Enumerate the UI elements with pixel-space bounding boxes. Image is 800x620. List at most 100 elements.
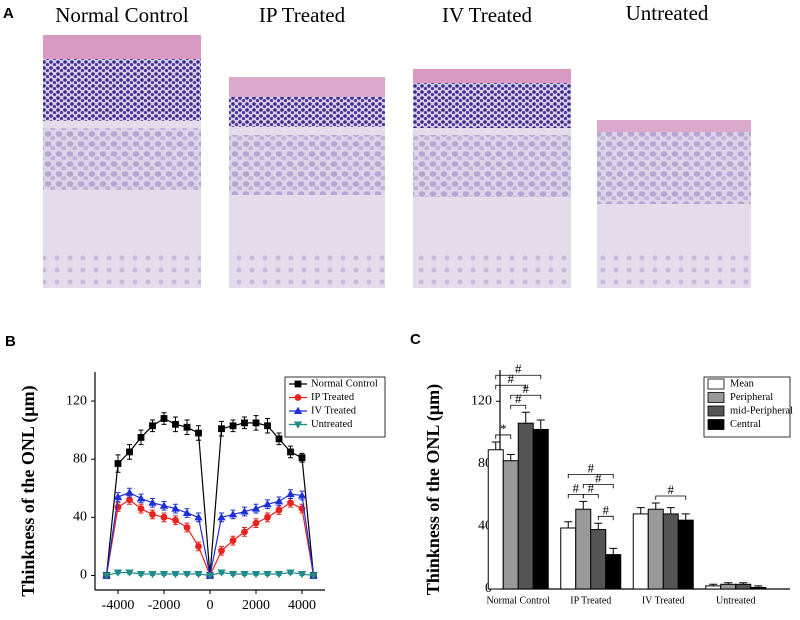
significance-label: #	[508, 371, 515, 386]
marker	[194, 571, 203, 579]
significance-label: #	[515, 361, 522, 376]
marker	[263, 500, 272, 508]
x-tick-label: -2000	[148, 598, 181, 613]
marker	[171, 504, 180, 512]
marker	[274, 497, 284, 505]
y-tick-label: 0	[80, 568, 87, 583]
marker	[195, 543, 202, 550]
image-title: Untreated	[626, 1, 709, 25]
y-axis-label: Thinkness of the ONL (μm)	[423, 384, 444, 595]
error-bar	[609, 547, 618, 555]
series-line	[105, 499, 315, 577]
legend-swatch	[707, 405, 725, 417]
y-tick-label: 80	[73, 451, 87, 466]
marker	[136, 571, 146, 579]
legend-label: Untreated	[311, 419, 353, 430]
marker	[113, 492, 123, 500]
x-tick-label: Untreated	[716, 595, 755, 606]
significance-bracket	[510, 404, 527, 410]
marker	[264, 422, 271, 430]
x-tick-label: 4000	[288, 598, 316, 613]
panel-label: C	[410, 331, 421, 348]
marker	[286, 489, 295, 498]
marker	[263, 571, 272, 579]
marker	[205, 572, 215, 580]
marker	[287, 448, 294, 456]
marker	[294, 380, 302, 388]
bar	[575, 508, 592, 590]
marker	[252, 519, 260, 527]
marker	[241, 528, 248, 536]
series-line	[105, 491, 315, 576]
marker	[159, 501, 169, 509]
marker	[149, 422, 156, 430]
marker	[297, 571, 307, 579]
significance-bracket	[567, 474, 614, 479]
significance-bracket	[567, 494, 584, 499]
marker	[113, 569, 123, 577]
bar	[750, 586, 767, 590]
bar	[705, 585, 722, 590]
marker	[126, 496, 133, 504]
marker	[228, 571, 238, 579]
bar	[502, 460, 519, 590]
bar	[560, 527, 577, 590]
marker	[275, 506, 283, 514]
marker	[149, 511, 156, 518]
bar	[677, 519, 694, 590]
marker	[182, 508, 192, 516]
significance-bracket	[655, 495, 687, 500]
image-title: Normal Control	[55, 3, 189, 27]
significance-bracket	[495, 374, 542, 380]
bar	[632, 513, 649, 590]
x-tick-label: Normal Control	[486, 595, 550, 606]
bar	[735, 583, 752, 590]
marker	[264, 513, 271, 521]
panel-label: B	[5, 333, 16, 350]
marker	[251, 504, 261, 512]
x-tick-label: -4000	[102, 598, 135, 613]
marker	[126, 448, 133, 456]
error-bar	[536, 419, 545, 430]
marker	[172, 420, 179, 428]
x-tick-label: IV Treated	[642, 595, 685, 606]
legend-label: mid-Peripheral	[730, 405, 793, 416]
marker	[102, 572, 111, 580]
marker	[159, 571, 169, 579]
error-bar	[651, 502, 660, 510]
significance-label: #	[668, 482, 675, 497]
histology-image	[43, 35, 201, 288]
marker	[160, 513, 168, 521]
bar	[487, 449, 504, 590]
marker	[114, 460, 122, 467]
legend-swatch	[707, 378, 725, 390]
bar	[517, 422, 534, 590]
bar	[605, 554, 622, 590]
legend-box	[284, 376, 386, 438]
marker	[195, 429, 202, 437]
legend-label: IV Treated	[311, 405, 357, 416]
histology-image	[413, 69, 571, 288]
error-bar	[594, 522, 603, 530]
marker	[183, 524, 191, 531]
image-title: IP Treated	[259, 3, 346, 27]
significance-label: #	[603, 502, 610, 517]
significance-label: #	[595, 470, 602, 485]
marker	[137, 505, 145, 513]
significance-label: #	[515, 391, 522, 406]
marker	[148, 498, 157, 506]
error-bar	[579, 500, 588, 510]
y-tick-label: 40	[73, 510, 87, 525]
panel-label: A	[3, 5, 14, 22]
marker	[171, 571, 180, 579]
significance-label: #	[588, 480, 595, 495]
marker	[125, 488, 134, 496]
x-tick-label: 2000	[242, 598, 270, 613]
marker	[297, 491, 307, 499]
legend-label: IP Treated	[311, 392, 355, 403]
marker	[160, 415, 168, 422]
legend-swatch	[707, 419, 725, 430]
marker	[194, 513, 203, 521]
x-tick-label: 0	[207, 598, 214, 613]
marker	[182, 571, 192, 579]
